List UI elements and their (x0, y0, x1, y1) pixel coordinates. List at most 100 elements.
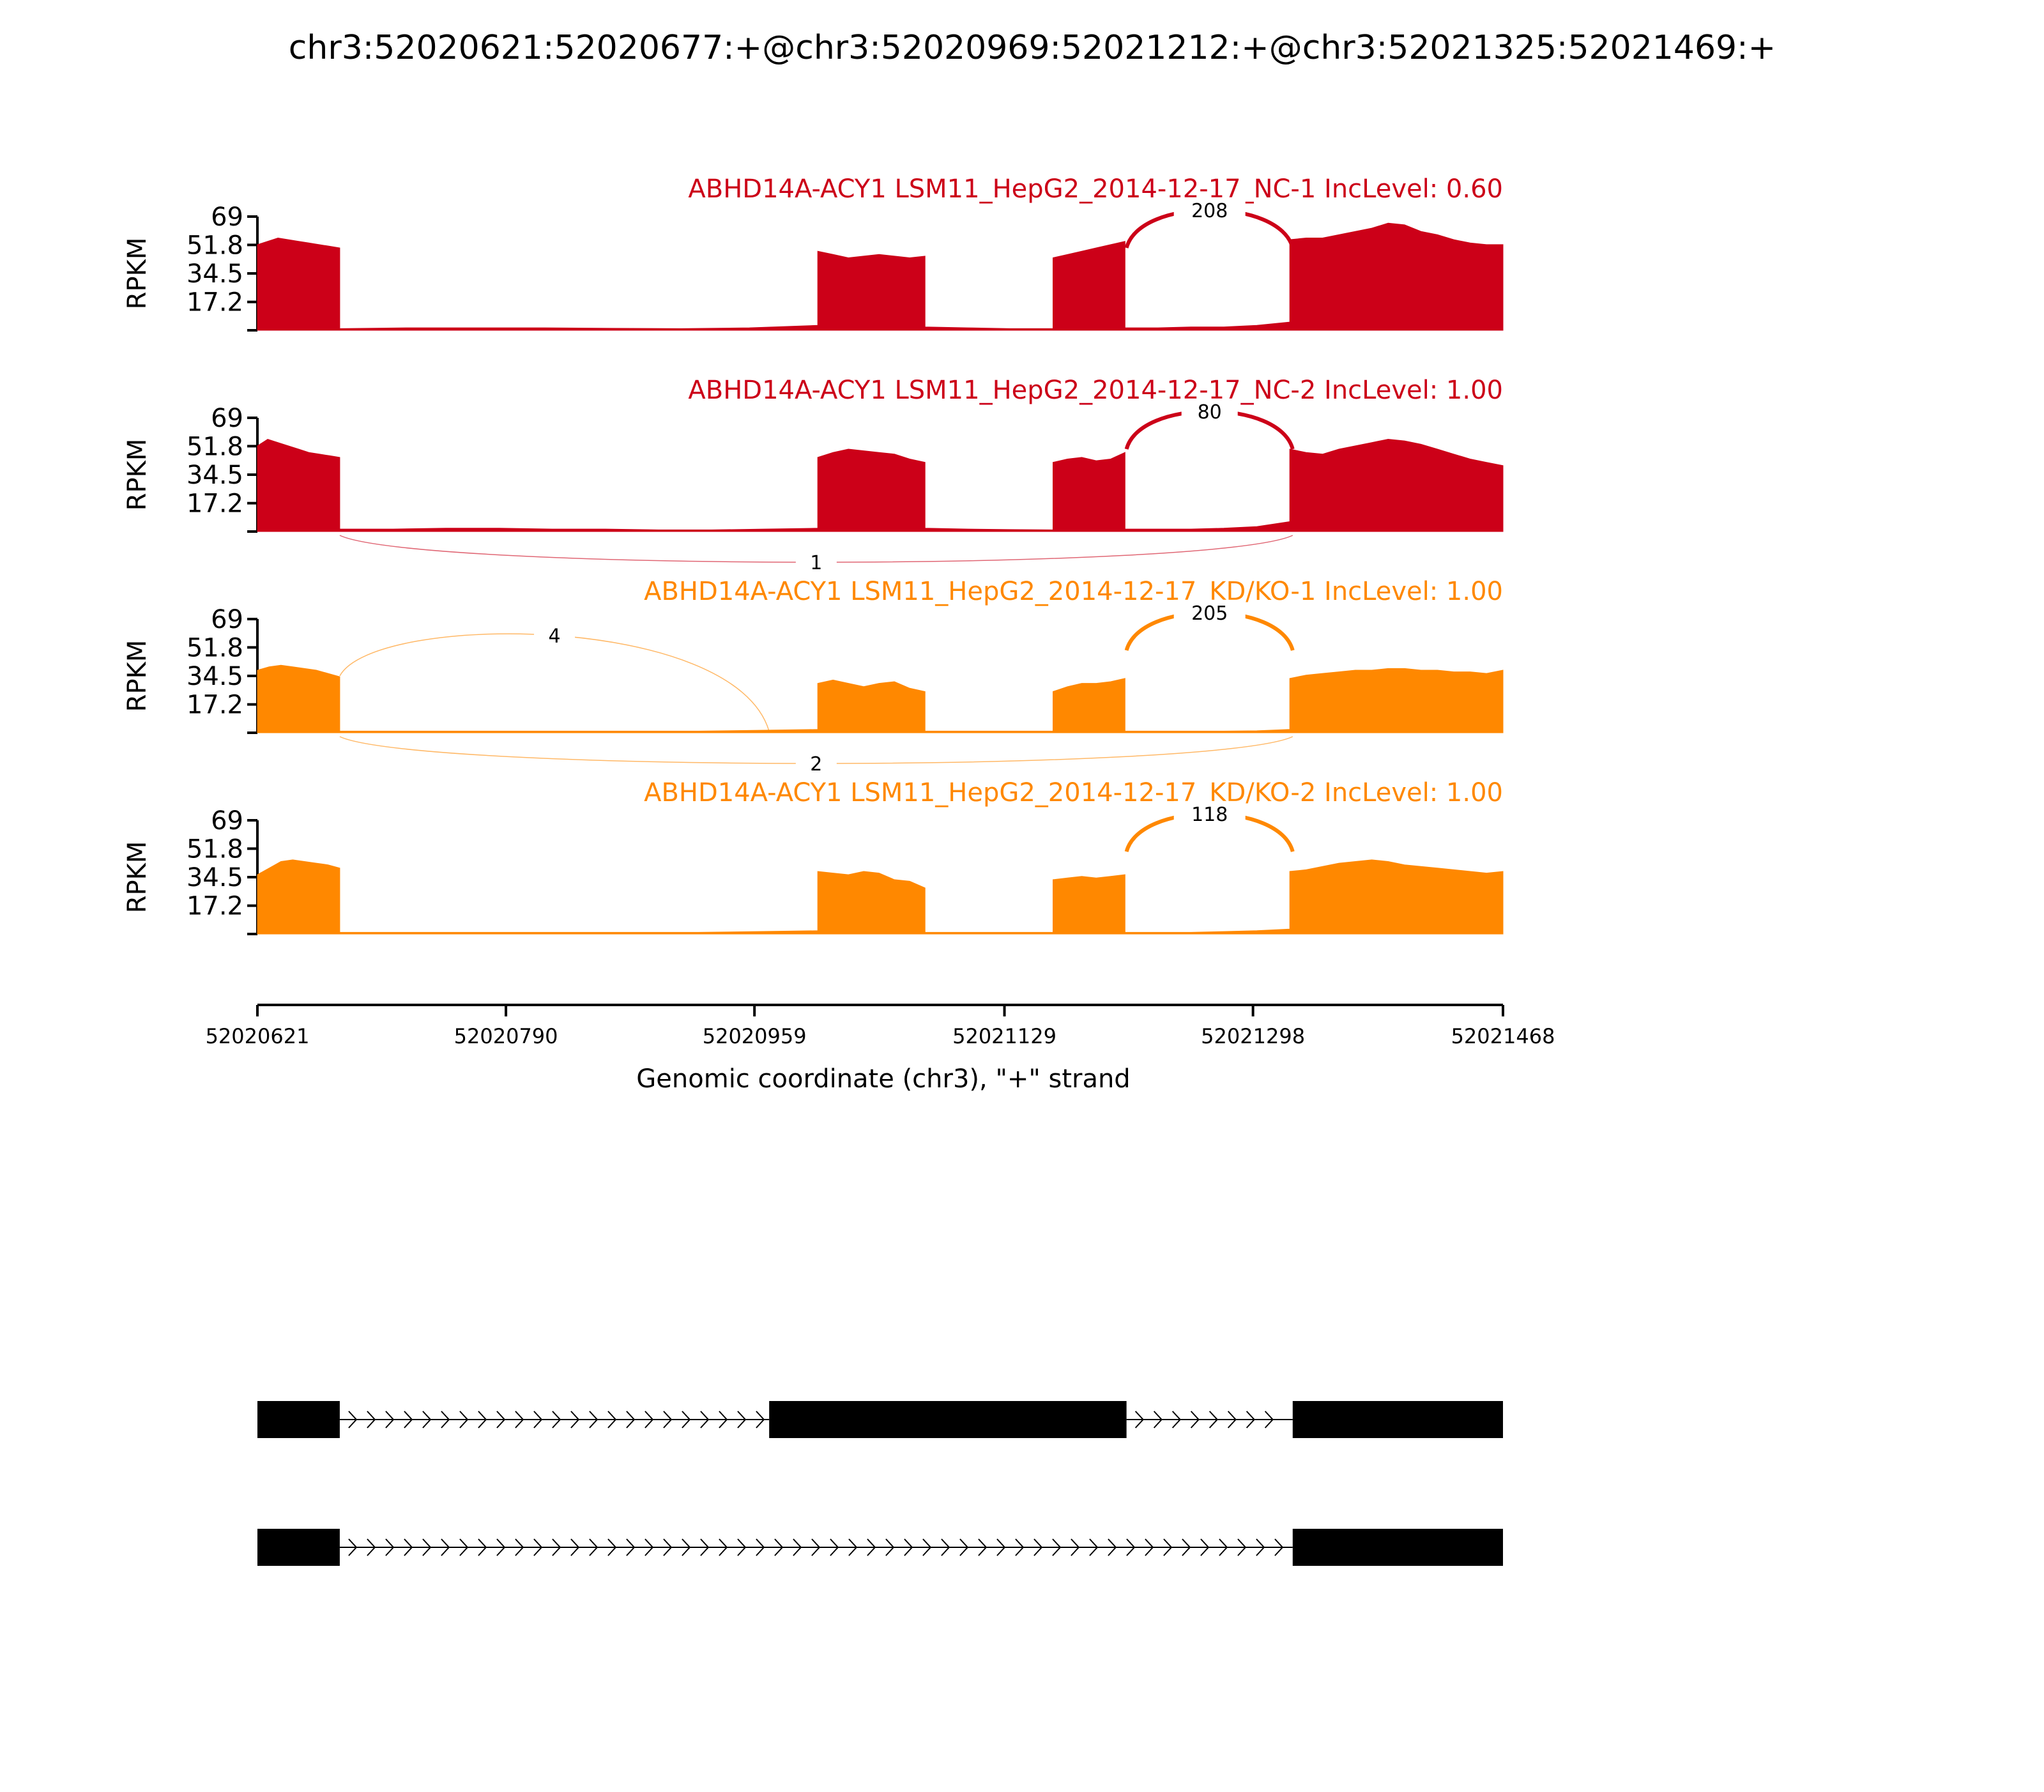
junction-count: 205 (1173, 599, 1246, 625)
exon-block (769, 1401, 1127, 1438)
strand-arrow-icon (867, 1538, 876, 1556)
strand-arrow-icon (496, 1411, 506, 1428)
strand-arrow-icon (570, 1411, 580, 1428)
track-4: ABHD14A-ACY1 LSM11_HepG2_2014-12-17_KD/K… (123, 778, 1504, 935)
strand-arrow-icon (1227, 1411, 1237, 1428)
y-tick-label: 51.8 (187, 633, 243, 662)
strand-arrow-icon (941, 1538, 950, 1556)
x-tick-label: 52020621 (206, 1024, 310, 1048)
track-2: ABHD14A-ACY1 LSM11_HepG2_2014-12-17_NC-2… (123, 376, 1504, 575)
strand-arrow-icon (348, 1538, 358, 1556)
y-axis-label: RPKM (123, 439, 152, 511)
strand-arrow-icon (1153, 1411, 1163, 1428)
y-tick-label: 34.5 (187, 259, 243, 289)
strand-arrow-icon (367, 1538, 376, 1556)
strand-arrow-icon (1219, 1538, 1228, 1556)
strand-arrow-icon (607, 1411, 617, 1428)
strand-arrow-icon (644, 1411, 654, 1428)
strand-arrow-icon (959, 1538, 969, 1556)
junction-count-label: 4 (549, 625, 561, 648)
junction-count: 4 (534, 622, 576, 648)
strand-arrow-icon (1163, 1538, 1173, 1556)
gene-models (257, 1401, 1503, 1566)
strand-arrow-icon (1246, 1411, 1255, 1428)
strand-arrow-icon (700, 1538, 710, 1556)
strand-arrow-icon (756, 1538, 765, 1556)
strand-arrow-icon (459, 1538, 469, 1556)
strand-arrow-icon (589, 1411, 599, 1428)
y-tick-label: 69 (211, 404, 243, 433)
strand-arrow-icon (682, 1411, 691, 1428)
y-tick-label: 17.2 (187, 892, 243, 921)
y-axis-label: RPKM (123, 238, 152, 310)
junction-count-label: 205 (1191, 602, 1228, 625)
junction-count: 118 (1173, 800, 1246, 827)
strand-arrow-icon (552, 1538, 561, 1556)
strand-arrow-icon (607, 1538, 617, 1556)
strand-arrow-icon (830, 1538, 839, 1556)
strand-arrow-icon (533, 1538, 543, 1556)
y-tick-label: 51.8 (187, 834, 243, 864)
strand-arrow-icon (737, 1411, 747, 1428)
track-title: ABHD14A-ACY1 LSM11_HepG2_2014-12-17_KD/K… (644, 577, 1503, 606)
strand-arrow-icon (441, 1411, 450, 1428)
x-axis-label: Genomic coordinate (chr3), "+" strand (636, 1064, 1130, 1094)
strand-arrow-icon (1237, 1538, 1247, 1556)
strand-arrow-icon (1256, 1538, 1265, 1556)
exon-block (257, 1529, 340, 1566)
strand-arrow-icon (367, 1411, 376, 1428)
y-tick-label: 17.2 (187, 489, 243, 519)
coverage-area (257, 664, 1504, 733)
strand-arrow-icon (1209, 1411, 1218, 1428)
strand-arrow-icon (552, 1411, 561, 1428)
strand-arrow-icon (404, 1538, 413, 1556)
coverage-tracks: ABHD14A-ACY1 LSM11_HepG2_2014-12-17_NC-1… (123, 174, 1504, 935)
y-tick-label: 34.5 (187, 863, 243, 892)
y-tick-label: 34.5 (187, 461, 243, 490)
strand-arrow-icon (1264, 1411, 1274, 1428)
gene-model-2 (257, 1529, 1503, 1566)
strand-arrow-icon (1126, 1538, 1136, 1556)
strand-arrow-icon (589, 1538, 599, 1556)
track-3: ABHD14A-ACY1 LSM11_HepG2_2014-12-17_KD/K… (123, 577, 1504, 776)
strand-arrow-icon (719, 1538, 728, 1556)
junction-count-bg (795, 751, 837, 776)
strand-arrow-icon (644, 1538, 654, 1556)
strand-arrow-icon (756, 1411, 765, 1428)
strand-arrow-icon (626, 1538, 636, 1556)
exon-block (257, 1401, 340, 1438)
strand-arrow-icon (1171, 1411, 1181, 1428)
strand-arrow-icon (996, 1538, 1006, 1556)
strand-arrow-icon (682, 1538, 691, 1556)
strand-arrow-icon (441, 1538, 450, 1556)
track-title: ABHD14A-ACY1 LSM11_HepG2_2014-12-17_NC-1… (688, 174, 1503, 204)
junction-arc (339, 633, 770, 732)
y-axis-label: RPKM (123, 640, 152, 712)
y-tick-label: 17.2 (187, 691, 243, 720)
y-tick-label: 69 (211, 806, 243, 836)
strand-arrow-icon (904, 1538, 913, 1556)
strand-arrow-icon (663, 1411, 673, 1428)
junction-count-bg (1173, 197, 1246, 223)
strand-arrow-icon (737, 1538, 747, 1556)
strand-arrow-icon (1134, 1411, 1144, 1428)
figure-title: chr3:52020621:52020677:+@chr3:52020969:5… (289, 29, 1776, 67)
strand-arrow-icon (1200, 1538, 1210, 1556)
strand-arrow-icon (385, 1538, 395, 1556)
junction-count: 80 (1181, 398, 1238, 424)
junction-count-bg (1173, 599, 1246, 625)
junction-count: 1 (795, 549, 837, 575)
strand-arrow-icon (793, 1538, 802, 1556)
strand-arrow-icon (422, 1538, 432, 1556)
strand-arrow-icon (1108, 1538, 1117, 1556)
y-tick-label: 17.2 (187, 288, 243, 318)
strand-arrow-icon (348, 1411, 358, 1428)
strand-arrow-icon (774, 1538, 784, 1556)
junction-count: 208 (1173, 197, 1246, 223)
strand-arrow-icon (478, 1538, 487, 1556)
track-1: ABHD14A-ACY1 LSM11_HepG2_2014-12-17_NC-1… (123, 174, 1504, 332)
strand-arrow-icon (1071, 1538, 1080, 1556)
strand-arrow-icon (404, 1411, 413, 1428)
strand-arrow-icon (978, 1538, 988, 1556)
